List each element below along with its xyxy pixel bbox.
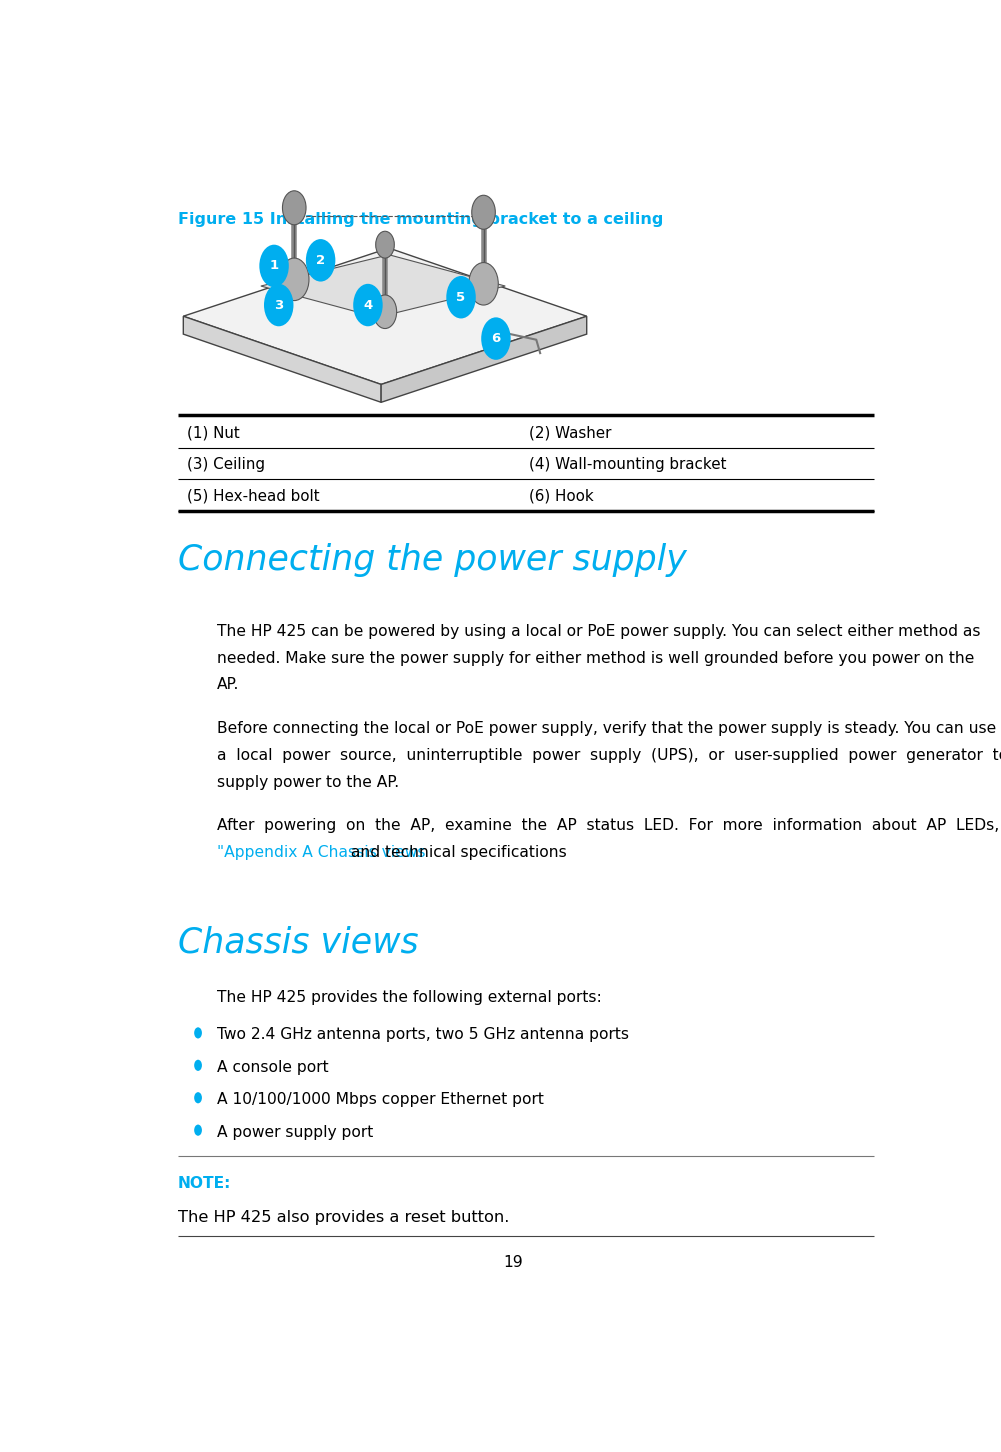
Circle shape [194, 1125, 202, 1135]
Text: needed. Make sure the power supply for either method is well grounded before you: needed. Make sure the power supply for e… [216, 650, 974, 665]
Circle shape [194, 1092, 202, 1104]
Circle shape [194, 1028, 202, 1038]
Text: Chassis views: Chassis views [178, 925, 418, 960]
Text: (1) Nut: (1) Nut [187, 425, 240, 441]
Circle shape [446, 276, 475, 318]
Circle shape [306, 240, 335, 282]
Circle shape [481, 318, 511, 360]
Text: "Appendix A Chassis views: "Appendix A Chassis views [216, 845, 425, 860]
Circle shape [471, 195, 495, 229]
Polygon shape [261, 254, 506, 318]
Text: A 10/100/1000 Mbps copper Ethernet port: A 10/100/1000 Mbps copper Ethernet port [216, 1092, 544, 1108]
Text: Connecting the power supply: Connecting the power supply [178, 543, 687, 578]
Text: (3) Ceiling: (3) Ceiling [187, 457, 265, 472]
Text: a  local  power  source,  uninterruptible  power  supply  (UPS),  or  user-suppl: a local power source, uninterruptible po… [216, 748, 1001, 762]
Circle shape [259, 245, 289, 287]
Text: Figure 15 Installing the mounting bracket to a ceiling: Figure 15 Installing the mounting bracke… [178, 212, 664, 228]
Text: After  powering  on  the  AP,  examine  the  AP  status  LED.  For  more  inform: After powering on the AP, examine the AP… [216, 819, 1001, 833]
Polygon shape [183, 248, 587, 385]
Text: (5) Hex-head bolt: (5) Hex-head bolt [187, 488, 319, 504]
Text: and technical specifications: and technical specifications [345, 845, 567, 860]
Text: Two 2.4 GHz antenna ports, two 5 GHz antenna ports: Two 2.4 GHz antenna ports, two 5 GHz ant… [216, 1028, 629, 1043]
Text: 5: 5 [456, 290, 465, 303]
Text: (4) Wall-mounting bracket: (4) Wall-mounting bracket [529, 457, 726, 472]
Text: Before connecting the local or PoE power supply, verify that the power supply is: Before connecting the local or PoE power… [216, 722, 996, 736]
Text: The HP 425 can be powered by using a local or PoE power supply. You can select e: The HP 425 can be powered by using a loc… [216, 624, 980, 639]
Text: 2: 2 [316, 254, 325, 267]
Text: (2) Washer: (2) Washer [529, 425, 611, 441]
Text: A console port: A console port [216, 1060, 328, 1074]
Circle shape [264, 283, 293, 327]
Circle shape [375, 231, 394, 258]
Circle shape [279, 258, 309, 301]
Text: 6: 6 [491, 333, 500, 346]
Circle shape [353, 283, 382, 327]
Text: supply power to the AP.: supply power to the AP. [216, 774, 398, 790]
Circle shape [373, 295, 396, 328]
Text: NOTE:: NOTE: [178, 1176, 231, 1191]
Text: 1: 1 [269, 260, 278, 273]
Text: The HP 425 provides the following external ports:: The HP 425 provides the following extern… [216, 990, 602, 1005]
Polygon shape [183, 317, 381, 402]
Circle shape [282, 190, 306, 225]
Polygon shape [381, 317, 587, 402]
Text: The HP 425 also provides a reset button.: The HP 425 also provides a reset button. [178, 1210, 510, 1224]
Text: AP.: AP. [216, 677, 239, 693]
Text: 3: 3 [274, 299, 283, 312]
Circle shape [194, 1060, 202, 1072]
Text: 19: 19 [504, 1255, 523, 1270]
Text: 4: 4 [363, 299, 372, 312]
Circle shape [468, 263, 498, 305]
Text: A power supply port: A power supply port [216, 1124, 373, 1140]
Text: (6) Hook: (6) Hook [529, 488, 594, 504]
